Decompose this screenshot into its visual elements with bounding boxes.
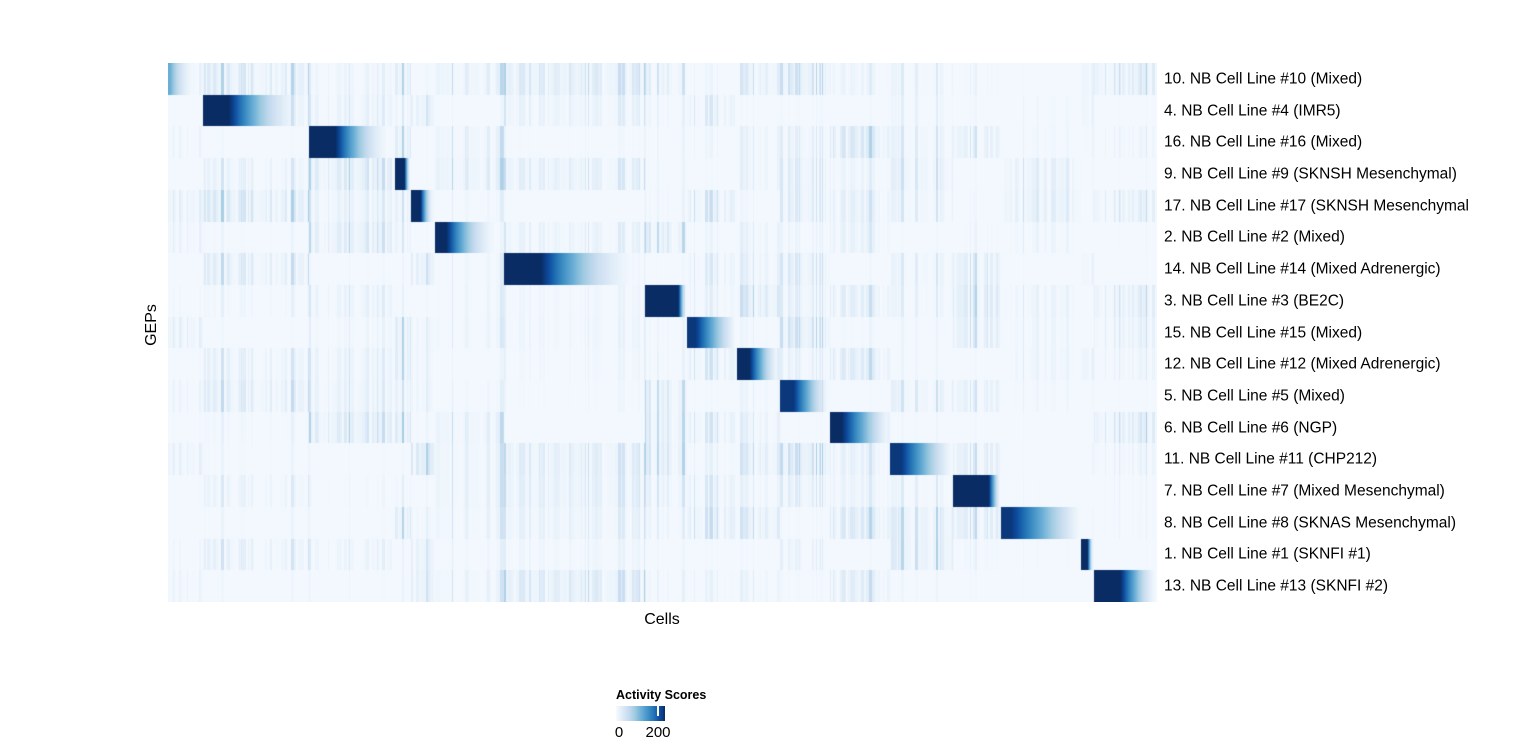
- heatmap-canvas: [168, 63, 1157, 602]
- row-label: 11. NB Cell Line #11 (CHP212): [1164, 450, 1378, 468]
- row-label: 17. NB Cell Line #17 (SKNSH Mesenchymal: [1164, 196, 1469, 214]
- row-label: 4. NB Cell Line #4 (IMR5): [1164, 101, 1341, 119]
- row-label: 3. NB Cell Line #3 (BE2C): [1164, 292, 1345, 310]
- row-label: 12. NB Cell Line #12 (Mixed Adrenergic): [1164, 355, 1441, 373]
- row-label: 2. NB Cell Line #2 (Mixed): [1164, 228, 1345, 246]
- colorbar-title: Activity Scores: [616, 688, 707, 702]
- colorbar-gradient: [616, 706, 665, 721]
- colorbar-legend: Activity Scores 0 200: [614, 688, 746, 743]
- row-label: 14. NB Cell Line #14 (Mixed Adrenergic): [1164, 260, 1441, 278]
- row-label: 5. NB Cell Line #5 (Mixed): [1164, 387, 1345, 405]
- row-label: 15. NB Cell Line #15 (Mixed): [1164, 323, 1363, 341]
- colorbar-tick-max: 200: [645, 724, 671, 741]
- row-label: 6. NB Cell Line #6 (NGP): [1164, 418, 1338, 436]
- x-axis-label: Cells: [644, 611, 680, 628]
- colorbar-tick-mark: [657, 706, 659, 716]
- row-label: 9. NB Cell Line #9 (SKNSH Mesenchymal): [1164, 165, 1457, 183]
- row-label: 10. NB Cell Line #10 (Mixed): [1164, 70, 1363, 88]
- row-label: 8. NB Cell Line #8 (SKNAS Mesenchymal): [1164, 513, 1457, 531]
- row-label: 13. NB Cell Line #13 (SKNFI #2): [1164, 577, 1388, 595]
- row-label: 16. NB Cell Line #16 (Mixed): [1164, 133, 1363, 151]
- colorbar-tick-min: 0: [614, 724, 624, 741]
- y-axis-label: GEPs: [143, 304, 160, 346]
- row-label: 7. NB Cell Line #7 (Mixed Mesenchymal): [1164, 482, 1445, 500]
- row-label: 1. NB Cell Line #1 (SKNFI #1): [1164, 545, 1371, 563]
